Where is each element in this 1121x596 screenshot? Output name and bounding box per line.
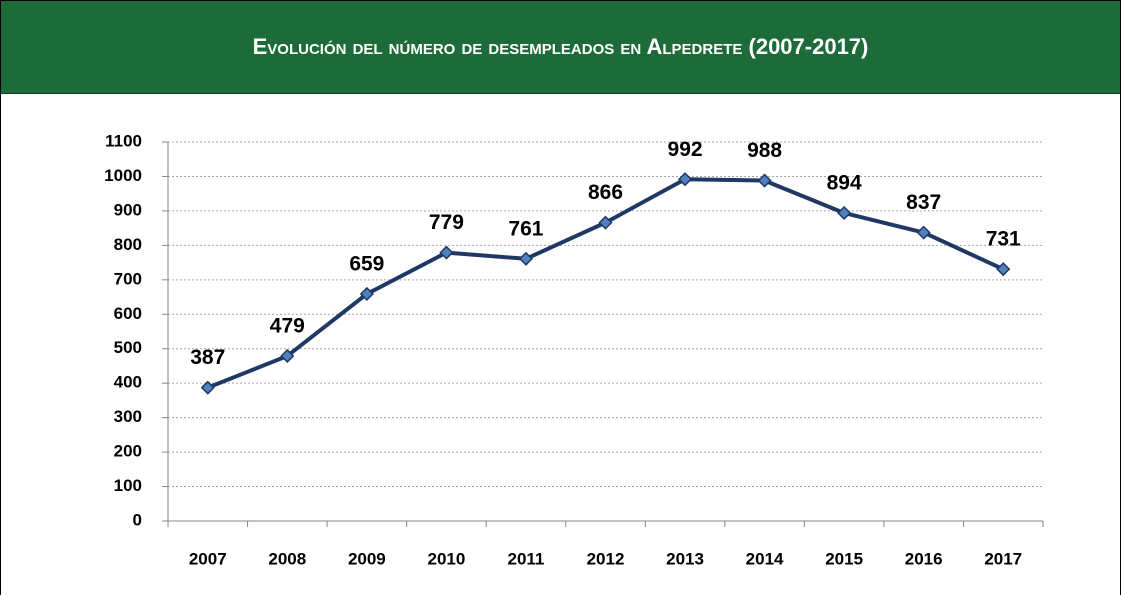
data-label: 779 [429,211,464,234]
marker [916,225,931,240]
x-tick-label: 2014 [746,549,784,568]
data-label: 761 [508,217,543,240]
marker [200,380,215,395]
data-label: 992 [668,138,703,161]
marker [439,245,454,260]
data-label: 988 [747,139,782,162]
data-label: 837 [906,191,941,214]
y-tick-label: 900 [114,200,142,219]
data-label: 387 [190,346,225,369]
y-tick-label: 1100 [105,131,142,150]
data-label: 659 [349,252,384,275]
x-tick-label: 2012 [587,549,625,568]
data-label: 479 [270,315,305,338]
marker [757,173,772,188]
x-tick-label: 2009 [348,549,386,568]
y-tick-label: 800 [114,235,142,254]
chart-title: Evolución del número de desempleados en … [252,34,869,59]
marker [837,205,852,221]
marker [677,172,693,187]
y-tick-label: 500 [114,338,142,357]
data-label: 731 [986,228,1021,251]
y-tick-label: 400 [114,373,142,392]
y-tick-label: 200 [114,442,142,461]
data-label: 894 [827,172,862,195]
y-tick-label: 700 [114,269,142,288]
x-tick-label: 2010 [427,549,465,568]
x-tick-label: 2017 [984,549,1022,568]
marker [996,262,1011,277]
y-tick-label: 0 [133,510,142,529]
x-tick-label: 2013 [666,549,704,568]
x-tick-label: 2007 [189,549,227,568]
marker [280,348,295,364]
x-tick-label: 2016 [905,549,943,568]
y-tick-label: 100 [114,476,142,495]
x-tick-label: 2008 [268,549,306,568]
x-tick-label: 2015 [825,549,863,568]
marker [518,251,534,266]
y-tick-label: 600 [114,304,142,323]
y-tick-label: 300 [114,407,142,426]
y-tick-label: 1000 [104,166,142,185]
marker [598,215,613,230]
header: Evolución del número de desempleados en … [1,1,1120,94]
x-tick-label: 2011 [508,549,545,568]
data-label: 866 [588,181,623,204]
marker [359,286,374,302]
